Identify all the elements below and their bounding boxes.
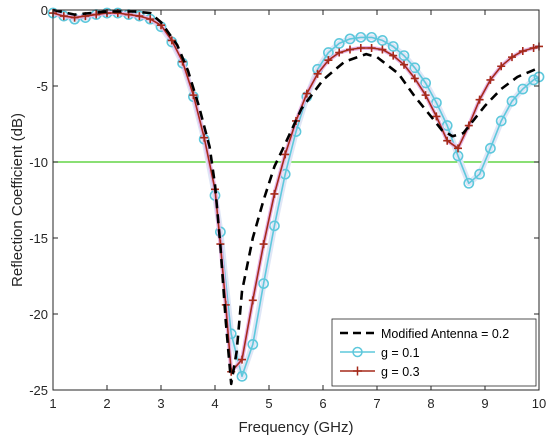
y-tick-label: -5 bbox=[36, 79, 48, 94]
data-point bbox=[463, 177, 475, 189]
x-axis-label: Frequency (GHz) bbox=[238, 419, 353, 436]
data-point bbox=[167, 36, 176, 45]
data-point bbox=[189, 91, 198, 100]
data-point bbox=[92, 10, 101, 19]
data-point bbox=[258, 278, 269, 289]
data-point bbox=[518, 47, 527, 56]
data-point bbox=[146, 15, 155, 24]
data-point bbox=[200, 133, 209, 142]
x-tick-label: 4 bbox=[211, 396, 218, 411]
y-tick-label: 0 bbox=[41, 3, 48, 18]
y-tick-label: -10 bbox=[29, 155, 48, 170]
data-point bbox=[268, 220, 280, 232]
data-point bbox=[400, 60, 408, 69]
x-tick-label: 1 bbox=[49, 396, 56, 411]
x-tick-label: 6 bbox=[319, 396, 326, 411]
x-tick-label: 8 bbox=[427, 396, 434, 411]
data-point bbox=[432, 112, 441, 121]
plot-frame bbox=[52, 9, 540, 391]
legend-marker-plus bbox=[353, 366, 362, 376]
data-point bbox=[475, 95, 484, 104]
data-point bbox=[398, 50, 410, 61]
x-tick-label: 10 bbox=[532, 396, 546, 411]
y-axis-label: Reflection Coefficient (dB) bbox=[9, 113, 26, 287]
data-point bbox=[247, 338, 259, 350]
data-point bbox=[238, 355, 246, 364]
data-point bbox=[248, 296, 257, 305]
series-layer bbox=[47, 7, 545, 386]
data-point bbox=[484, 142, 496, 154]
series-0 bbox=[52, 8, 540, 386]
data-point bbox=[281, 150, 290, 159]
data-point bbox=[333, 38, 345, 49]
data-point bbox=[420, 77, 431, 89]
data-point bbox=[517, 83, 529, 95]
data-point bbox=[389, 51, 398, 60]
data-point bbox=[344, 33, 356, 45]
axes-layer: 1 2 3 4 5 6 7 8 9 10 0 -5 -10 -15 -20 -25 bbox=[29, 3, 546, 411]
legend-marker-circle bbox=[352, 346, 363, 358]
data-point bbox=[409, 62, 421, 74]
data-point bbox=[376, 35, 388, 46]
data-point bbox=[355, 31, 367, 43]
x-tick-label: 7 bbox=[373, 396, 380, 411]
data-point bbox=[367, 44, 376, 52]
x-tick-label: 5 bbox=[265, 396, 272, 411]
data-point bbox=[346, 45, 354, 54]
x-tick-label: 9 bbox=[481, 396, 488, 411]
data-point bbox=[366, 31, 377, 43]
data-point bbox=[313, 69, 322, 78]
data-point bbox=[443, 136, 452, 145]
data-point bbox=[378, 45, 387, 54]
legend-label-g-0-1: g = 0.1 bbox=[381, 346, 420, 360]
legend: Modified Antenna = 0.2 g = 0.1 g = 0.3 bbox=[331, 318, 537, 387]
y-tick-label: -20 bbox=[29, 307, 48, 322]
y-tick-label: -25 bbox=[29, 383, 48, 398]
data-point bbox=[356, 44, 365, 52]
data-point bbox=[454, 144, 462, 153]
legend-label-modified-antenna: Modified Antenna = 0.2 bbox=[381, 327, 509, 341]
data-point bbox=[302, 89, 311, 98]
data-point bbox=[495, 115, 507, 127]
data-point bbox=[506, 95, 518, 107]
data-point bbox=[324, 56, 333, 65]
data-point bbox=[410, 74, 419, 83]
data-point bbox=[135, 12, 144, 21]
data-point bbox=[474, 168, 485, 180]
data-point bbox=[59, 12, 68, 21]
data-point bbox=[486, 75, 495, 84]
data-point bbox=[529, 44, 538, 52]
data-point bbox=[236, 370, 248, 382]
data-point bbox=[508, 53, 516, 62]
data-point bbox=[335, 48, 344, 57]
data-point bbox=[528, 74, 539, 86]
data-point bbox=[259, 240, 268, 249]
data-point bbox=[270, 189, 279, 198]
data-point bbox=[430, 97, 442, 109]
data-point bbox=[497, 62, 506, 71]
x-tick-label: 2 bbox=[103, 396, 110, 411]
series-line bbox=[52, 8, 540, 386]
x-tick-label: 3 bbox=[157, 396, 164, 411]
data-point bbox=[387, 41, 399, 52]
y-tick-label: -15 bbox=[29, 231, 48, 246]
legend-label-g-0-3: g = 0.3 bbox=[381, 365, 420, 379]
data-point bbox=[421, 91, 430, 100]
